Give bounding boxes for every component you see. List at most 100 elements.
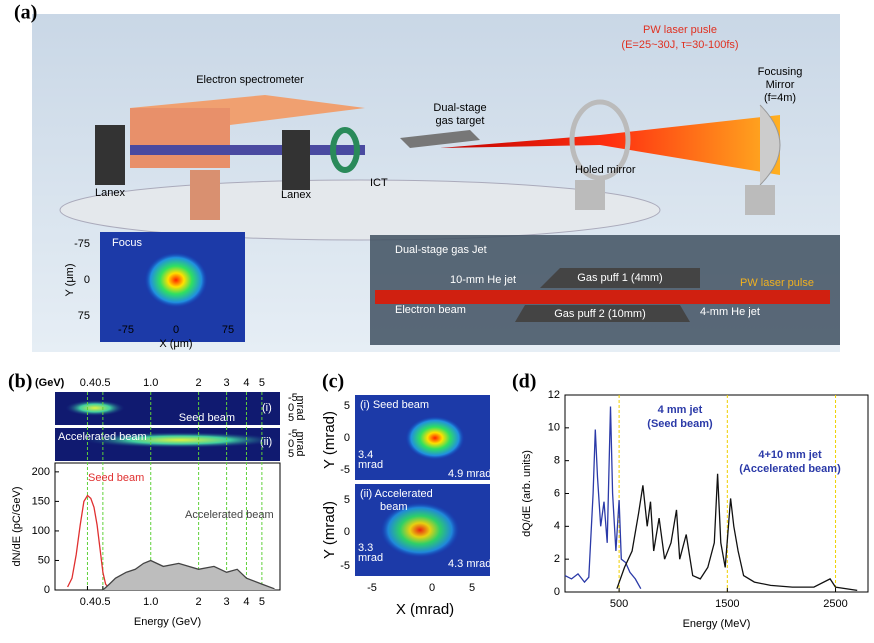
image-label: (i) Seed beam [360,399,429,411]
series-label: Seed beam [88,472,144,484]
annotation: (Accelerated beam) [739,463,841,475]
top-tick-label: 1.0 [143,377,158,389]
y-tick-label: -5 [340,464,350,476]
mirror-mount [745,185,775,215]
y-tick-label: 0 [554,586,560,598]
lanex-label: Lanex [95,187,125,199]
line [102,559,275,591]
y-axis-label: Y (mrad) [321,501,338,559]
y-tick-label: 5 [344,400,350,412]
panel-b: (b) (GeV) Seed beam (i) Accelerated beam… [8,371,306,461]
top-tick-label: 3 [224,377,230,389]
focus-y-label: Y (μm) [64,263,76,296]
lanex-screen [282,130,310,190]
focus-y-tick: -75 [74,238,90,250]
top-tick-label: 2 [196,377,202,389]
x-tick-label: 1.0 [143,596,158,608]
y-tick-label: 50 [38,554,50,566]
mrad-tick: 0 [288,402,294,414]
focus-y-tick: 0 [84,274,90,286]
y-tick-label: 0 [44,584,50,596]
accel-spot [380,502,460,558]
focusing-mirror [759,104,781,186]
top-tick-label: 0.4 [80,377,95,389]
divergence: mrad [358,459,383,471]
focus-spot [144,252,208,308]
panel-c: (c) (i) Seed beam (ii) Accelerated beam … [321,371,491,618]
y-axis-label: dQ/dE (arb. units) [521,450,533,537]
target-label: Dual-stage [433,102,486,114]
line [564,406,642,590]
panel-d: (d) [512,371,536,393]
holed-mirror-label: Holed mirror [575,164,636,176]
x-tick-label: 5 [259,596,265,608]
annotation: 4 mm jet [658,404,703,416]
line [67,494,110,590]
x-axis-label: X (mrad) [396,601,454,618]
unit-label: (GeV) [35,377,65,389]
x-tick-label: 2500 [823,598,847,610]
x-tick-label: 2 [196,596,202,608]
panel-a: (a) PW laser pusle (E=25~30J, τ=30-100fs… [14,2,840,352]
target-label: gas target [436,115,485,127]
x-tick-label: 500 [610,598,628,610]
focus-title: Focus [112,237,142,249]
x-tick-label: 1500 [715,598,739,610]
focus-x-tick: 75 [222,324,234,336]
laser-params: (E=25~30J, τ=30-100fs) [621,39,738,51]
panel-label: (b) [8,371,32,393]
jet-label: Gas puff 2 (10mm) [554,308,646,320]
y-tick-label: 200 [32,466,50,478]
y-tick-label: 4 [554,520,560,532]
image-label: beam [380,501,408,513]
x-tick-label: 5 [469,582,475,594]
area [102,560,275,590]
mrad-tick: 5 [288,412,294,424]
jet-label: PW laser pulse [740,277,814,289]
divergence: mrad [358,552,383,564]
lanex-label: Lanex [281,189,311,201]
laser-label: PW laser pusle [643,24,717,36]
mrad-tick: -5 [288,392,298,404]
x-tick-label: 4 [243,596,249,608]
spectrometer-label: Electron spectrometer [196,74,304,86]
gas-puff-1 [540,268,700,288]
jet-laser [375,290,830,304]
series-label: Accelerated beam [185,509,274,521]
y-axis-label: dN/dE (pC/GeV) [11,486,23,566]
mrad-tick: 0 [288,438,294,450]
lanex-screen [95,125,125,185]
focus-y-tick: 75 [78,310,90,322]
x-tick-label: 0.5 [95,596,110,608]
divergence: 4.9 mrad [448,468,491,480]
charts: 0501001502000.40.40.50.51.01.022334455Se… [11,377,869,630]
divergence: 3.4 [358,449,373,461]
focus-x-tick: -75 [118,324,134,336]
y-tick-label: 5 [344,494,350,506]
y-tick-label: 8 [554,455,560,467]
y-axis-label: Y (mrad) [321,411,338,469]
top-tick-label: 0.5 [95,377,110,389]
x-tick-label: -5 [367,582,377,594]
laser-beam [440,115,780,175]
mirror-label: Mirror [766,79,795,91]
mrad-tick: 5 [288,448,294,460]
line [616,473,858,592]
y-tick-label: 0 [344,432,350,444]
strip-tag: (i) [262,402,272,414]
mrad-unit: mrad [294,395,306,420]
strip-label: Seed beam [179,412,235,424]
strip-tag: (ii) [260,436,272,448]
strip-label: Accelerated beam [58,431,147,443]
gas-target [400,130,480,148]
y-tick-label: 12 [548,389,560,401]
y-tick-label: 2 [554,553,560,565]
seed-spot [65,400,125,416]
ict-label: ICT [370,177,388,189]
annotation: 4+10 mm jet [758,449,822,461]
spectrometer-front [130,108,230,168]
x-tick-label: 0 [429,582,435,594]
seed-spot [405,416,465,460]
panel-label: (a) [14,2,37,24]
focus-x-label: X (μm) [159,338,192,350]
